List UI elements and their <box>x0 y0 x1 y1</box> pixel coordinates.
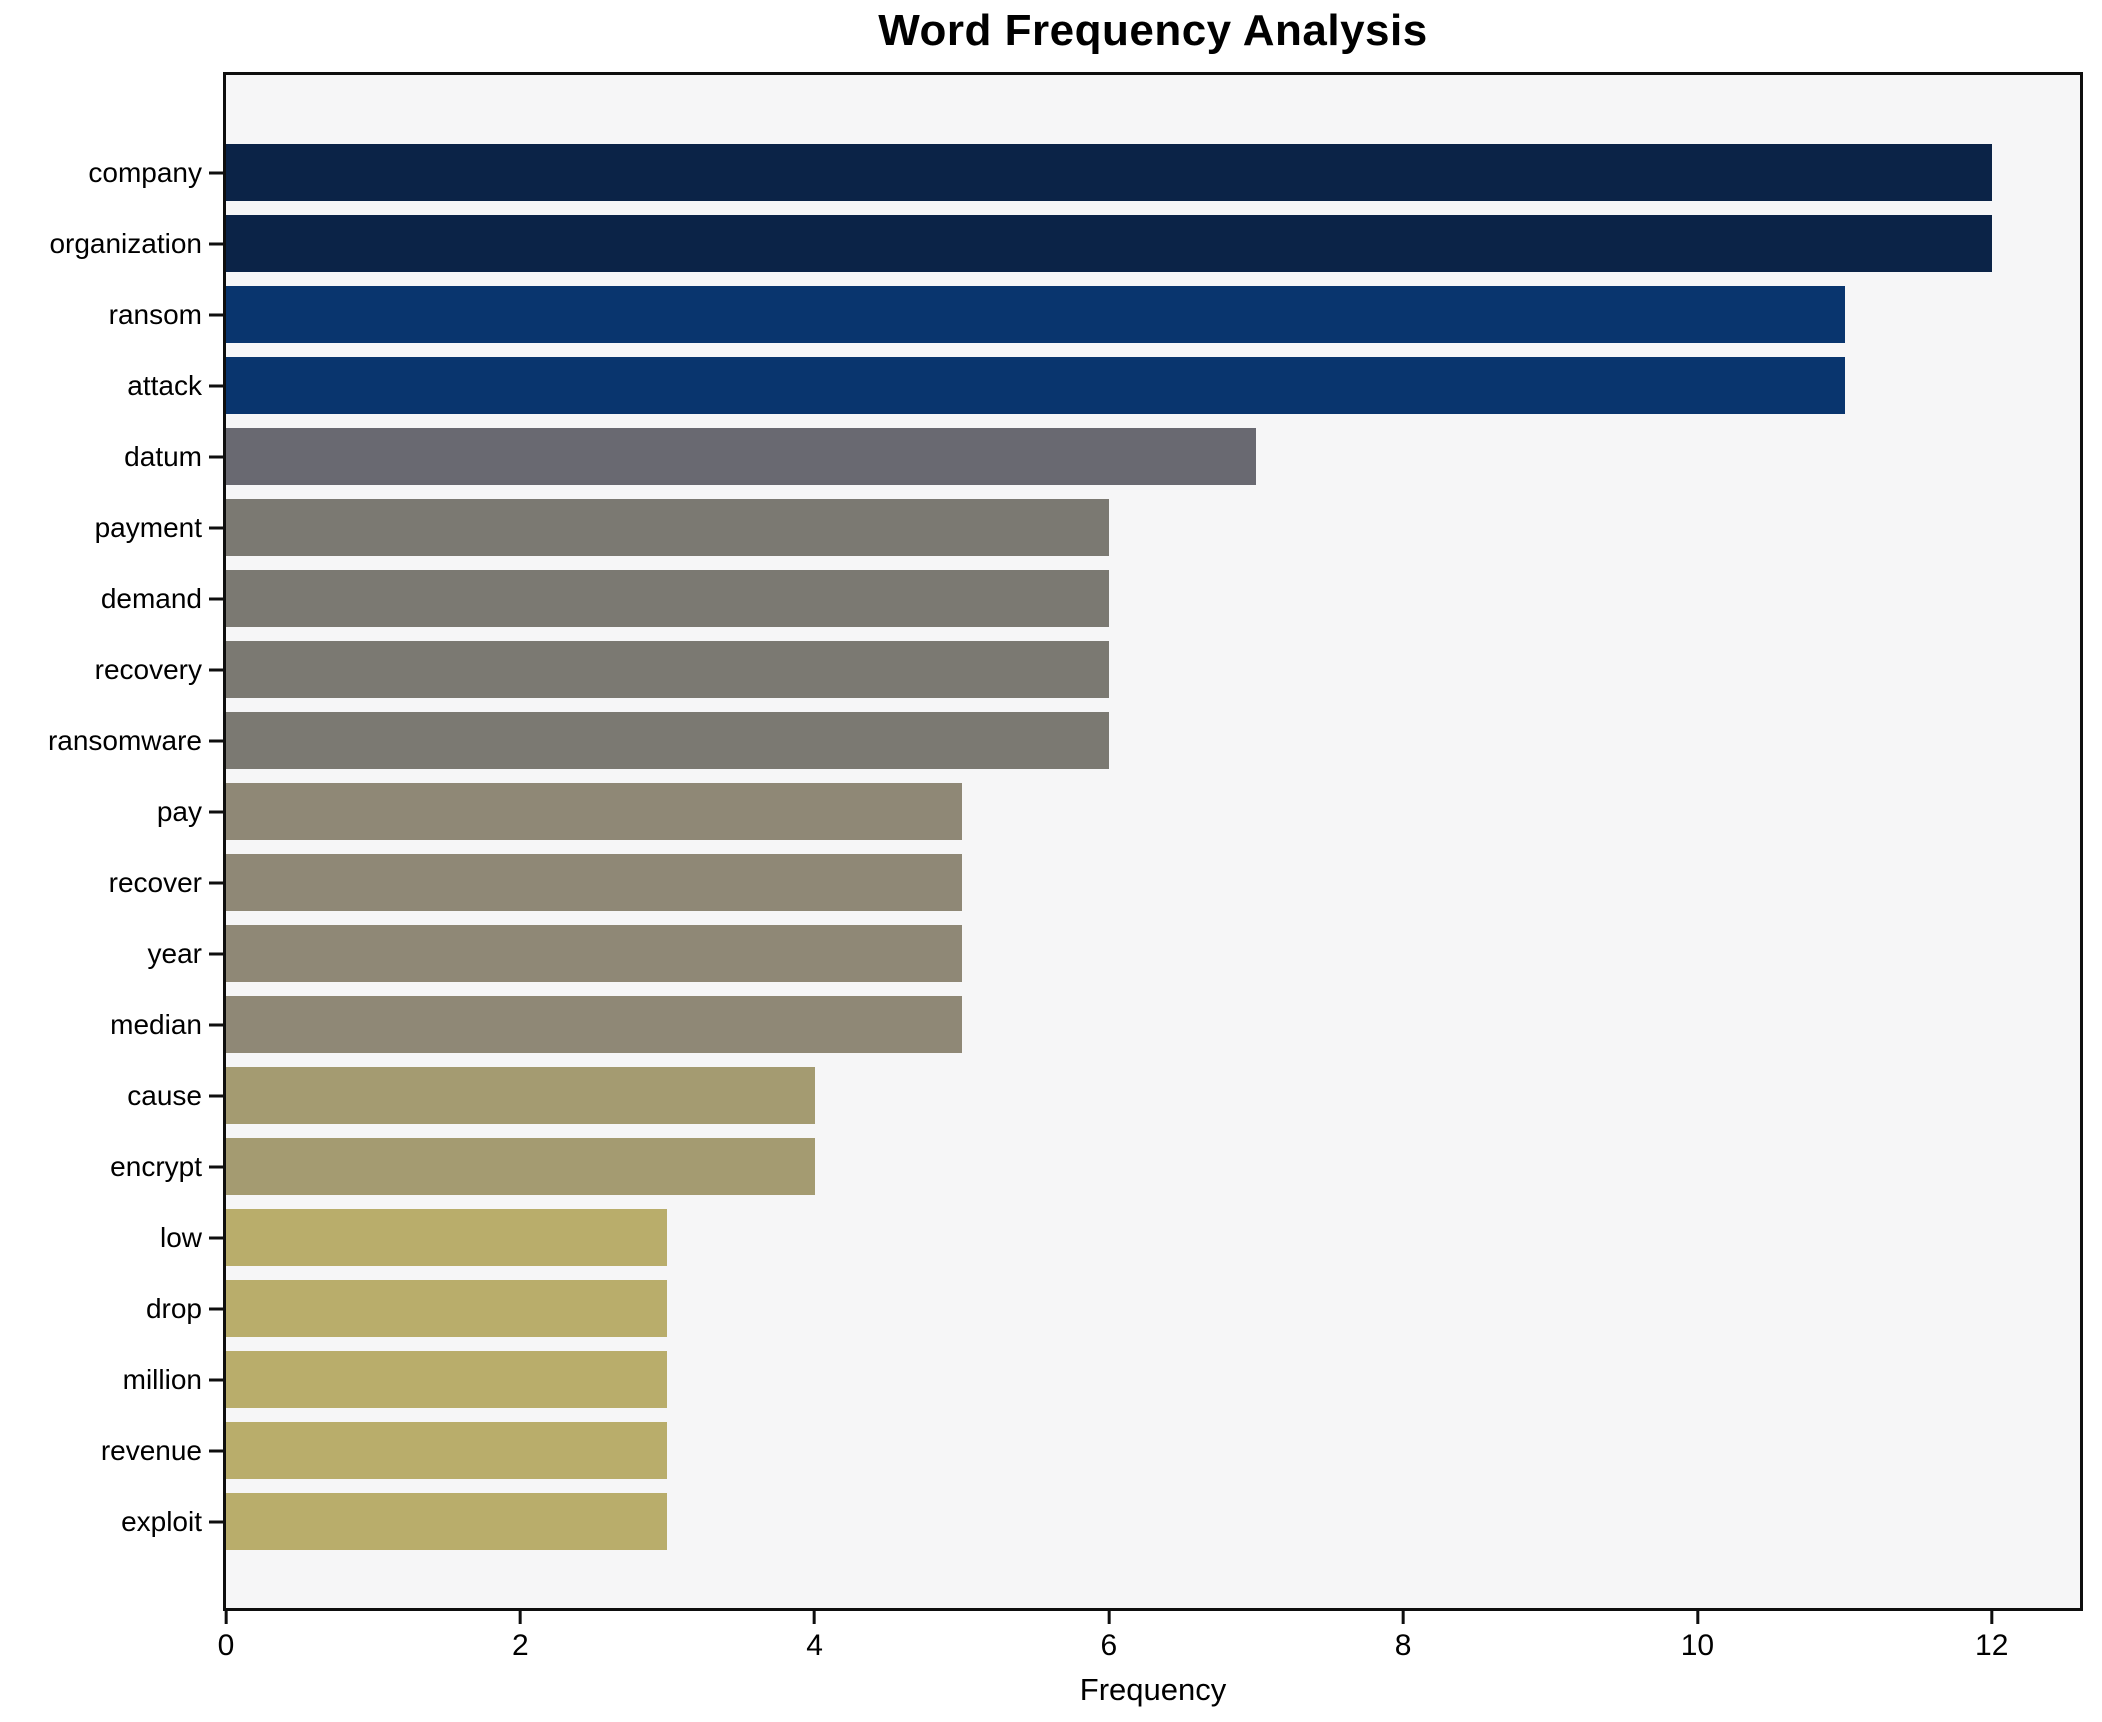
bar-year <box>226 925 962 982</box>
bar-low <box>226 1209 668 1266</box>
chart-title: Word Frequency Analysis <box>878 6 1428 55</box>
bar-exploit <box>226 1493 668 1550</box>
y-tick-label-pay: pay <box>156 795 202 827</box>
x-tick-label: 12 <box>1975 1629 2009 1662</box>
x-tick-mark <box>1401 1611 1405 1624</box>
bar-million <box>226 1351 668 1408</box>
bar-median <box>226 996 962 1053</box>
x-tick-10: 10 <box>1681 1611 1714 1663</box>
y-tick-label-demand: demand <box>100 582 202 614</box>
x-axis: 0 2 4 6 8 10 12 <box>218 1611 2080 1681</box>
y-axis-labels: company organization ransom attack datum paym… <box>0 0 202 1722</box>
y-tick-mark <box>209 1520 223 1523</box>
y-tick-label-company: company <box>88 156 202 188</box>
y-tick-label-exploit: exploit <box>121 1505 202 1537</box>
y-tick-mark <box>209 171 223 174</box>
bar-drop <box>226 1280 668 1337</box>
x-tick-label: 2 <box>511 1629 529 1662</box>
y-tick-mark <box>209 952 223 955</box>
y-tick-label-payment: payment <box>94 511 202 543</box>
x-tick-label: 6 <box>1100 1629 1118 1662</box>
x-tick-8: 8 <box>1394 1611 1412 1663</box>
y-tick-mark <box>209 384 223 387</box>
x-tick-12: 12 <box>1975 1611 2008 1663</box>
x-tick-mark <box>224 1611 228 1624</box>
y-tick-label-million: million <box>122 1363 202 1395</box>
x-tick-label: 8 <box>1394 1629 1412 1662</box>
x-tick-mark <box>813 1611 817 1624</box>
y-tick-label-cause: cause <box>127 1079 202 1111</box>
x-tick-label: 10 <box>1680 1629 1715 1662</box>
bar-organization <box>226 215 1992 272</box>
y-tick-label-encrypt: encrypt <box>110 1150 202 1182</box>
x-tick-4: 4 <box>806 1611 823 1663</box>
x-tick-mark <box>1107 1611 1111 1624</box>
y-tick-label-recover: recover <box>108 866 202 898</box>
y-tick-mark <box>209 1094 223 1097</box>
bar-attack <box>226 357 1845 414</box>
y-tick-label-low: low <box>159 1221 202 1253</box>
bar-encrypt <box>226 1138 815 1195</box>
x-axis-title: Frequency <box>1079 1672 1227 1707</box>
y-tick-label-recovery: recovery <box>94 653 202 685</box>
x-tick-mark <box>1695 1611 1699 1624</box>
bar-datum <box>226 428 1256 485</box>
y-tick-label-ransom: ransom <box>108 298 202 330</box>
bar-recovery <box>226 641 1109 698</box>
y-tick-label-datum: datum <box>124 440 202 472</box>
y-tick-label-revenue: revenue <box>100 1434 202 1466</box>
y-tick-label-attack: attack <box>127 369 202 401</box>
x-tick-mark <box>1990 1611 1994 1624</box>
y-tick-mark <box>209 455 223 458</box>
bar-cause <box>226 1067 815 1124</box>
y-tick-mark <box>209 1449 223 1452</box>
bar-revenue <box>226 1422 668 1479</box>
y-tick-mark <box>209 1023 223 1026</box>
y-tick-mark <box>209 242 223 245</box>
y-axis-tick-marks <box>209 0 223 1722</box>
y-tick-mark <box>209 739 223 742</box>
y-tick-mark <box>209 1307 223 1310</box>
y-tick-mark <box>209 1236 223 1239</box>
bar-ransomware <box>226 712 1109 769</box>
y-tick-mark <box>209 1165 223 1168</box>
x-tick-0: 0 <box>217 1611 235 1663</box>
y-tick-mark <box>209 526 223 529</box>
x-tick-2: 2 <box>512 1611 529 1663</box>
plot-area <box>223 72 2083 1611</box>
y-tick-mark <box>209 597 223 600</box>
y-tick-label-organization: organization <box>49 227 202 259</box>
bar-demand <box>226 570 1109 627</box>
y-tick-label-ransomware: ransomware <box>47 724 202 756</box>
y-tick-mark <box>209 668 223 671</box>
y-tick-mark <box>209 881 223 884</box>
y-tick-mark <box>209 313 223 316</box>
y-tick-mark <box>209 810 223 813</box>
x-tick-6: 6 <box>1100 1611 1118 1663</box>
y-tick-label-year: year <box>147 937 202 969</box>
y-tick-label-drop: drop <box>145 1292 202 1324</box>
bar-company <box>226 144 1992 201</box>
y-tick-label-median: median <box>110 1008 202 1040</box>
bar-ransom <box>226 286 1845 343</box>
y-tick-mark <box>209 1378 223 1381</box>
x-tick-label: 4 <box>806 1629 823 1662</box>
bar-payment <box>226 499 1109 556</box>
x-tick-mark <box>518 1611 522 1624</box>
bar-pay <box>226 783 962 840</box>
bar-recover <box>226 854 962 911</box>
x-tick-label: 0 <box>217 1629 235 1662</box>
